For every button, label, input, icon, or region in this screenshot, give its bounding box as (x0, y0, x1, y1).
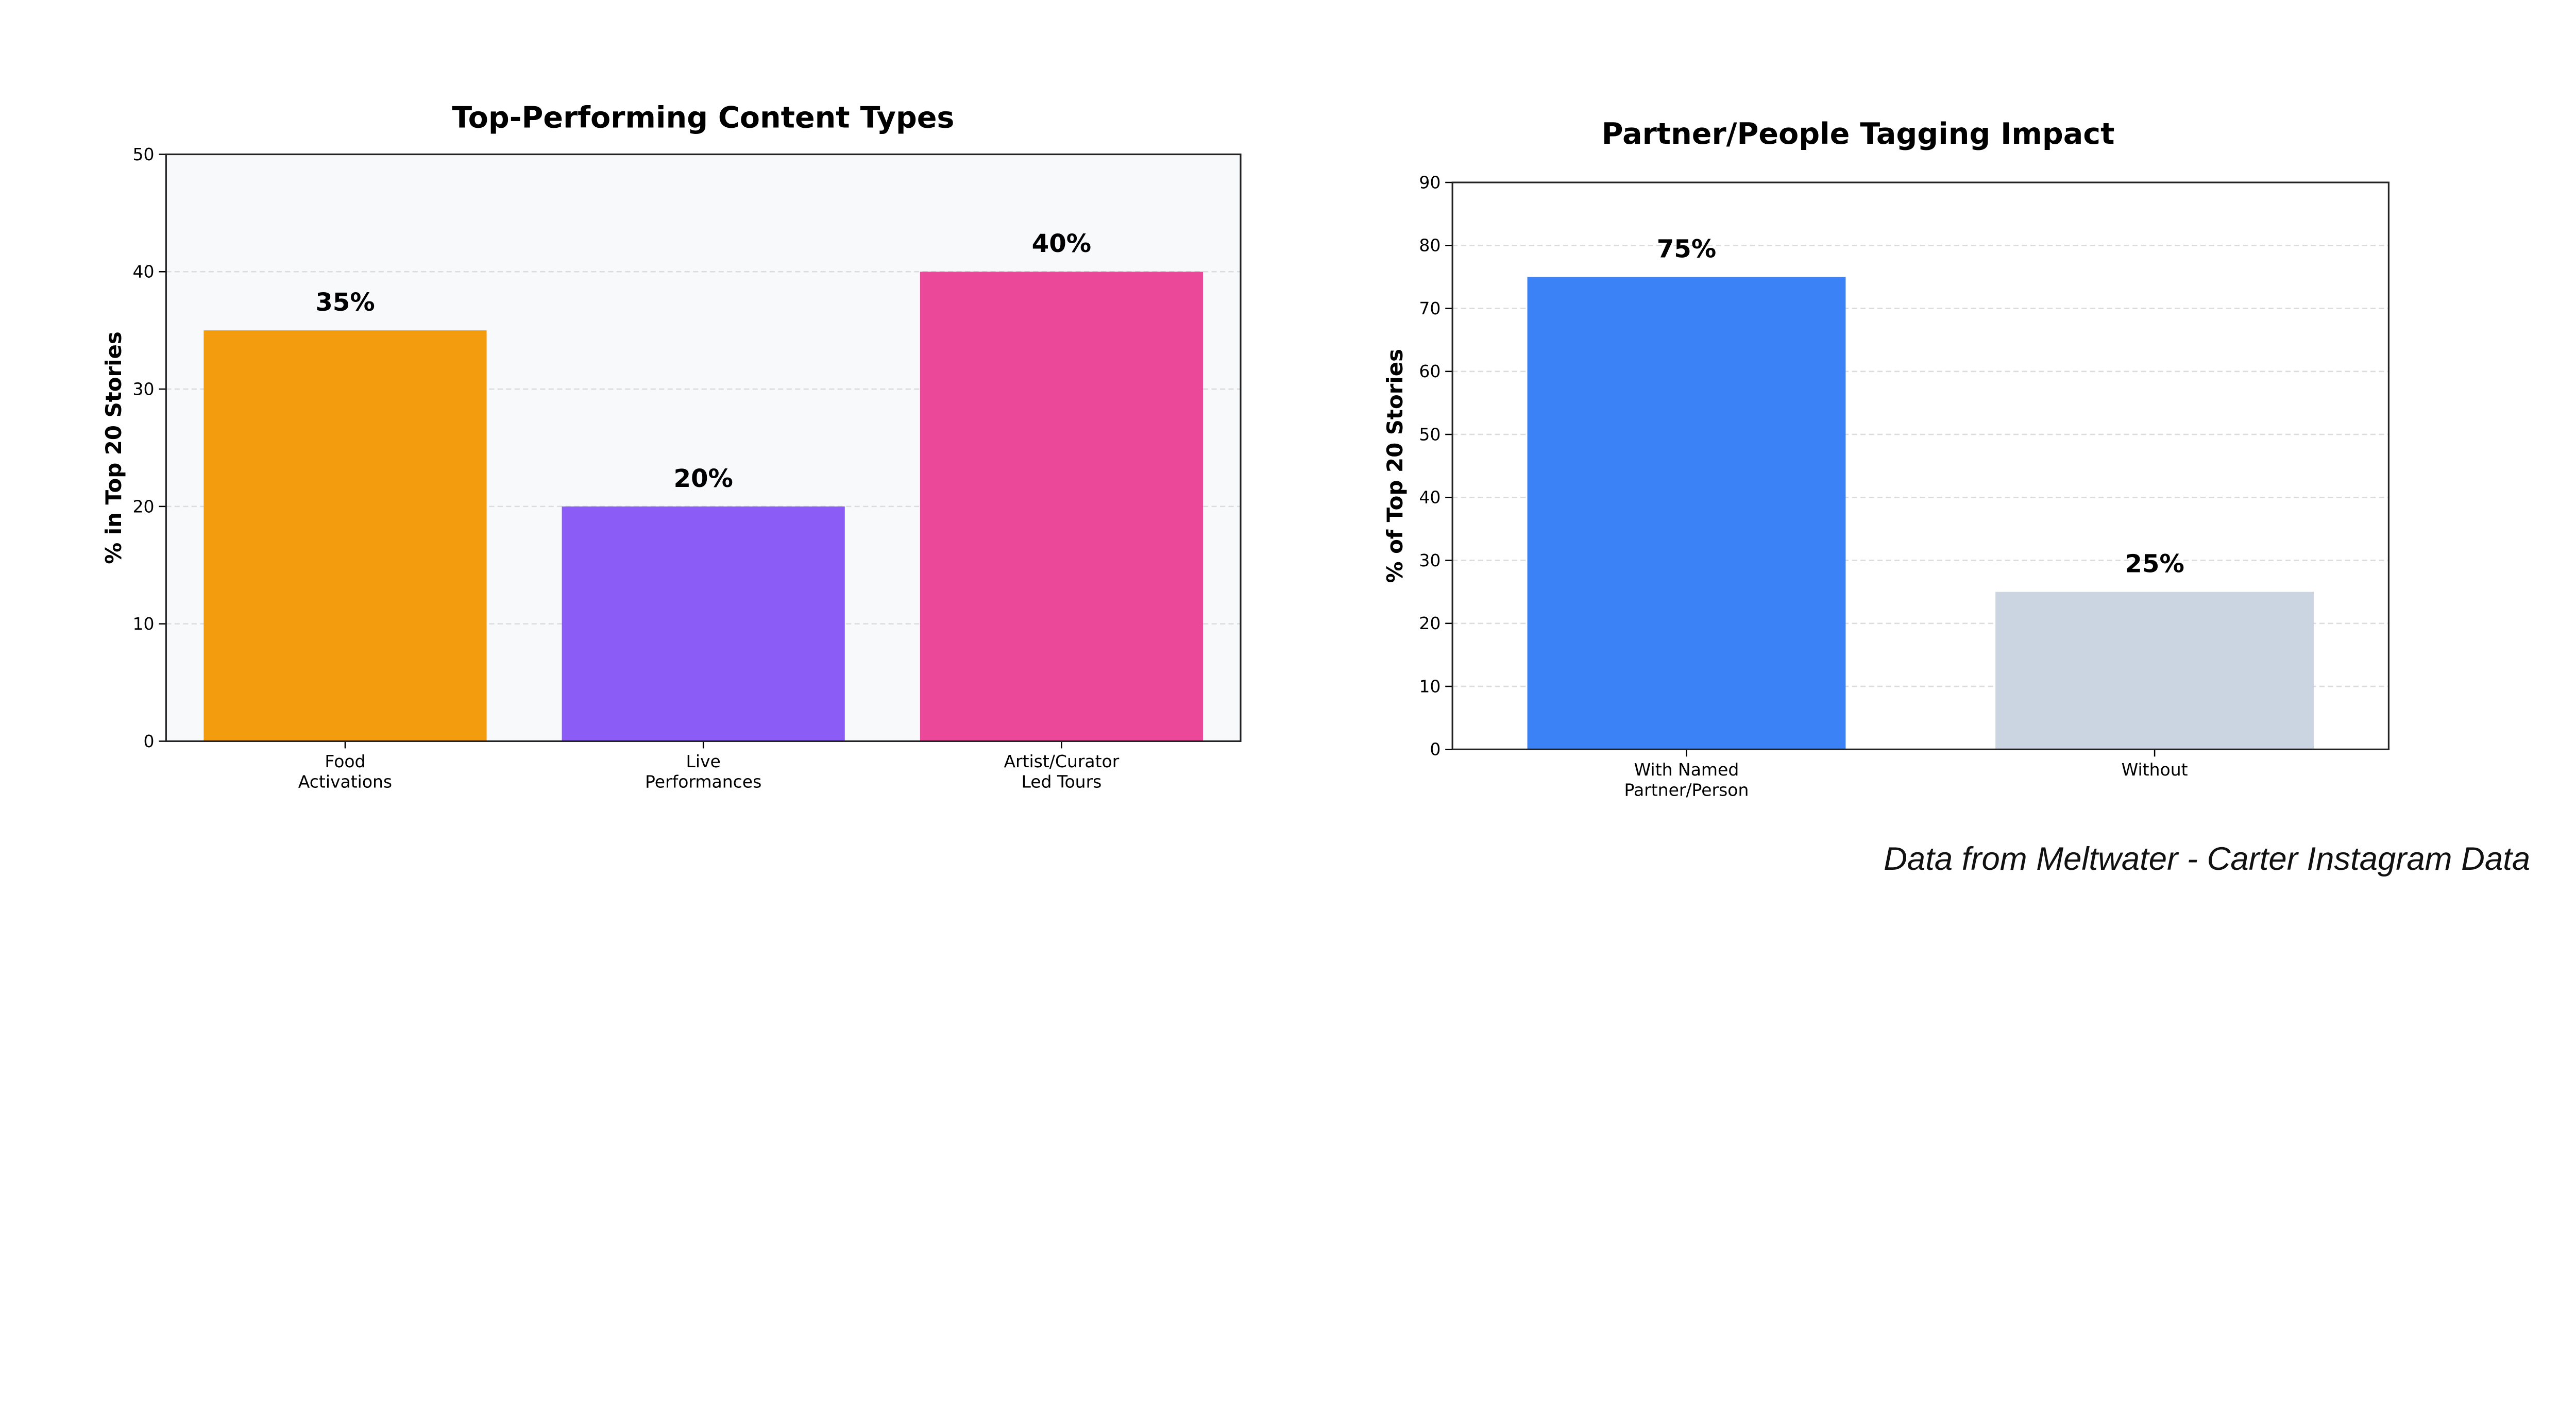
chart-2: 0 10 20 30 40 50 60 70 80 90 75% With Named Partner/… (1382, 117, 2389, 800)
x-tick-label: Without (2122, 760, 2188, 780)
x-tick-label: With Named Partner/Person (1624, 760, 1749, 800)
y-tick-label: 50 (133, 144, 155, 164)
y-tick-label: 40 (133, 262, 155, 282)
y-tick-label: 10 (133, 614, 155, 634)
chart-title: Top-Performing Content Types (452, 100, 954, 134)
y-tick-label: 0 (1430, 739, 1440, 760)
footnote: Data from Meltwater - Carter Instagram D… (1884, 841, 2530, 877)
y-tick-label: 60 (1419, 361, 1440, 381)
y-tick-label: 40 (1419, 487, 1440, 508)
y-axis-label: % of Top 20 Stories (1382, 349, 1408, 583)
y-axis-label: % in Top 20 Stories (101, 331, 126, 564)
y-tick-label: 80 (1419, 235, 1440, 256)
y-tick-label: 30 (1419, 550, 1440, 570)
y-tick-label: 30 (133, 379, 155, 399)
bar (562, 506, 845, 741)
y-tick-label: 10 (1419, 676, 1440, 696)
chart-title: Partner/People Tagging Impact (1602, 117, 2115, 151)
y-tick-label: 50 (1419, 424, 1440, 444)
x-tick-label: Food Activations (298, 751, 392, 791)
chart-1: 0 10 20 30 40 50 35% Food Activations 20% Live Perf… (101, 100, 1242, 792)
y-tick-label: 90 (1419, 172, 1440, 192)
bar (204, 330, 487, 741)
bar-value-label: 25% (2125, 550, 2184, 579)
plot-frame (165, 153, 1242, 743)
x-tick-label: Artist/Curator Led Tours (1004, 751, 1119, 791)
bar-value-label: 20% (673, 464, 733, 493)
plot-frame (1451, 181, 2389, 750)
bar-value-label: 75% (1657, 234, 1716, 263)
bar-value-label: 40% (1032, 229, 1091, 258)
bar-value-label: 35% (315, 288, 375, 317)
bar (1527, 277, 1846, 750)
bar (920, 272, 1203, 741)
y-tick-label: 20 (133, 496, 155, 516)
bar (1995, 592, 2314, 750)
figure: Data from Meltwater - Carter Instagram D… (101, 100, 2530, 877)
x-tick-label: Live Performances (645, 751, 761, 791)
y-tick-label: 0 (144, 731, 155, 751)
y-tick-label: 20 (1419, 613, 1440, 633)
y-tick-label: 70 (1419, 298, 1440, 318)
